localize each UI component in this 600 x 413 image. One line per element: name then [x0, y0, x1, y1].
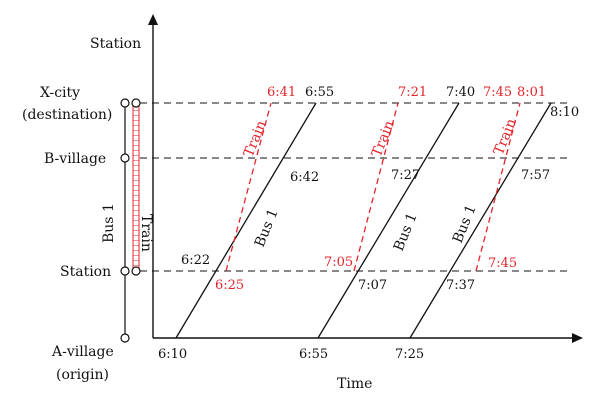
node-bus-xcity: [120, 98, 130, 108]
time-bus2-start: 6:55: [299, 347, 328, 362]
time-bus3-start: 7:25: [395, 347, 424, 362]
time-bus2-station: 7:07: [358, 278, 387, 293]
bus-line-3-label: Bus 1: [450, 203, 480, 246]
train-line-2-label: Train: [369, 118, 398, 159]
station-label-avillage-sub: (origin): [56, 367, 109, 383]
x-axis-arrow-icon: [572, 333, 583, 343]
bus-line-1: [175, 102, 317, 339]
bus-line-3: [409, 102, 552, 339]
bus-line-2-label: Bus 1: [391, 211, 421, 254]
train-line-2: [353, 102, 399, 272]
time-bus2-b: 7:27: [391, 168, 420, 183]
bus-line-1-label: Bus 1: [252, 207, 282, 250]
node-bus-avillage: [120, 333, 130, 343]
time-bus3-station: 7:37: [446, 278, 475, 293]
node-train-xcity: [131, 98, 141, 108]
train-line-3: [475, 102, 521, 272]
node-bus-bvillage: [120, 153, 130, 163]
node-bus-station: [120, 266, 130, 276]
train-line-1-label: Train: [241, 118, 270, 159]
time-train1-arr: 6:41: [267, 85, 296, 100]
time-train3-arr-b: 7:45: [483, 85, 512, 100]
time-bus1-start: 6:10: [158, 347, 187, 362]
bus-line-2: [317, 102, 460, 339]
node-train-station: [131, 266, 141, 276]
station-label-bvillage: B-village: [44, 151, 106, 167]
time-bus3-b: 7:57: [521, 168, 550, 183]
train-line-3-label: Train: [491, 116, 520, 157]
time-bus1-b: 6:42: [290, 170, 319, 185]
time-bus1-station: 6:22: [181, 253, 210, 268]
station-label-xcity: X-city: [40, 85, 80, 101]
time-train3-dep: 7:45: [488, 256, 517, 271]
time-bus2-x: 7:40: [446, 85, 475, 100]
route-label-bus: Bus 1: [101, 203, 117, 243]
y-axis-title: Station: [90, 36, 141, 52]
train-line-1: [225, 102, 272, 272]
station-label-xcity-sub: (destination): [22, 107, 112, 123]
time-train2-dep: 7:05: [324, 255, 353, 270]
station-label-station: Station: [60, 264, 111, 280]
y-axis-arrow-icon: [148, 14, 158, 25]
x-axis-title: Time: [337, 376, 372, 392]
time-train1-dep: 6:25: [215, 278, 244, 293]
route-label-train: Train: [138, 214, 154, 252]
time-bus3-x: 8:10: [550, 105, 579, 120]
time-train3-arr: 8:01: [517, 85, 546, 100]
time-bus1-x: 6:55: [305, 85, 334, 100]
time-train2-arr: 7:21: [398, 85, 427, 100]
station-label-avillage: A-village: [51, 344, 114, 360]
